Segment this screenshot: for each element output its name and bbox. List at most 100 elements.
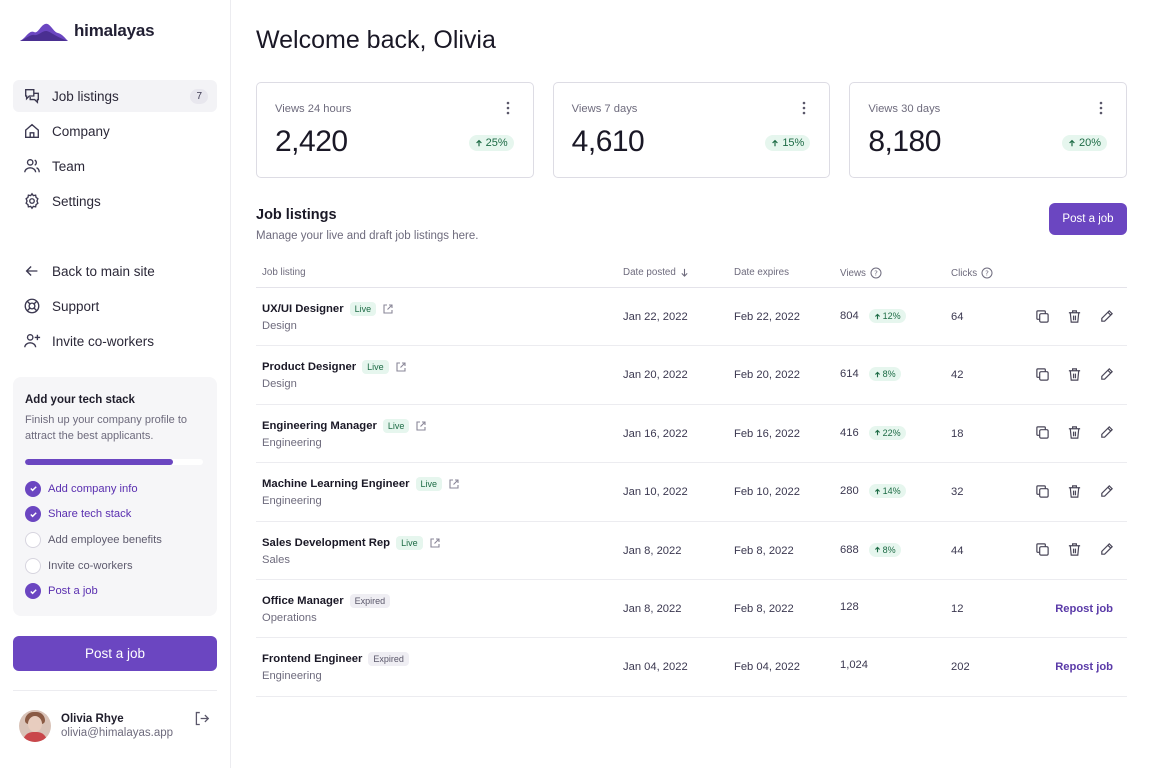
job-title-line: Product Designer Live <box>262 360 407 375</box>
job-title[interactable]: Product Designer <box>262 361 357 374</box>
job-department: Sales <box>262 553 290 566</box>
job-department: Engineering <box>262 436 322 449</box>
edit-icon[interactable] <box>1098 542 1114 558</box>
logout-icon[interactable] <box>193 710 210 732</box>
row-actions <box>1034 425 1114 441</box>
views-change-badge: 14% <box>868 484 906 499</box>
trash-icon[interactable] <box>1066 308 1082 324</box>
external-link-icon[interactable] <box>448 478 460 490</box>
status-badge: Live <box>349 302 377 316</box>
sidebar-item-label: Settings <box>52 193 101 209</box>
views-count: 280 <box>840 485 859 498</box>
job-title[interactable]: Office Manager <box>262 594 344 607</box>
job-department: Engineering <box>262 495 322 508</box>
copy-icon[interactable] <box>1034 483 1050 499</box>
table-row[interactable]: Engineering Manager Live Engineering Jan 16… <box>256 405 1127 464</box>
table-row[interactable]: Frontend Engineer Expired Engineering Jan 0… <box>256 638 1127 697</box>
change-badge: 25% <box>468 135 514 151</box>
job-title[interactable]: Engineering Manager <box>262 419 377 432</box>
copy-icon[interactable] <box>1034 366 1050 382</box>
more-vertical-icon[interactable] <box>802 101 806 120</box>
sidebar-item-label: Support <box>52 298 100 314</box>
edit-icon[interactable] <box>1098 483 1114 499</box>
clicks-count: 202 <box>951 661 970 674</box>
table-row[interactable]: UX/UI Designer Live Design Jan 22, 2022 Feb … <box>256 288 1127 347</box>
views-cell: 280 14% <box>840 484 906 499</box>
trash-icon[interactable] <box>1066 483 1082 499</box>
sidebar-item-support[interactable]: Support <box>13 290 217 322</box>
sidebar-item-company[interactable]: Company <box>13 115 217 147</box>
user-profile[interactable]: Olivia Rhye olivia@himalayas.app <box>19 710 173 742</box>
sidebar-item-back-to-main-site[interactable]: Back to main site <box>13 255 217 287</box>
external-link-icon[interactable] <box>415 420 427 432</box>
checklist-item[interactable]: Add company info <box>25 476 205 502</box>
more-vertical-icon[interactable] <box>506 101 510 120</box>
status-badge: Expired <box>349 593 391 608</box>
copy-icon[interactable] <box>1034 308 1050 324</box>
table-row[interactable]: Machine Learning Engineer Live Engineering… <box>256 463 1127 522</box>
date-expires: Feb 20, 2022 <box>734 369 800 382</box>
checklist-item[interactable]: Invite co-workers <box>25 553 205 579</box>
status-badge: Live <box>415 477 443 492</box>
table-row[interactable]: Office Manager Expired Operations Jan 8, 20… <box>256 580 1127 639</box>
sidebar-item-settings[interactable]: Settings <box>13 185 217 217</box>
sidebar-item-team[interactable]: Team <box>13 150 217 182</box>
clicks-count: 44 <box>951 544 964 557</box>
checklist-item[interactable]: Share tech stack <box>25 502 205 528</box>
checklist-item[interactable]: Post a job <box>25 578 205 604</box>
job-title-line: UX/UI Designer Live <box>262 302 394 316</box>
tech-stack-title: Add your tech stack <box>25 394 135 406</box>
sidebar-item-job-listings[interactable]: Job listings 7 <box>13 80 217 112</box>
external-link-icon[interactable] <box>395 361 407 373</box>
external-link-icon[interactable] <box>382 303 394 315</box>
checklist-item-label: Add company info <box>48 482 138 495</box>
post-job-sidebar-button[interactable]: Post a job <box>13 636 217 671</box>
table-row[interactable]: Product Designer Live Design Jan 20, 2022 Fe… <box>256 346 1127 405</box>
check-empty-icon <box>25 531 41 548</box>
job-title-line: Sales Development Rep Live <box>262 535 441 550</box>
checklist-item[interactable]: Add employee benefits <box>25 527 205 553</box>
post-job-button[interactable]: Post a job <box>1049 203 1127 235</box>
column-header-clicks[interactable]: Clicks? <box>951 267 993 279</box>
date-posted: Jan 10, 2022 <box>623 486 688 499</box>
svg-text:?: ? <box>985 270 989 278</box>
section-subtitle: Manage your live and draft job listings … <box>256 230 479 242</box>
column-header-date-posted[interactable]: Date posted <box>623 267 689 278</box>
job-title[interactable]: Sales Development Rep <box>262 536 391 549</box>
trash-icon[interactable] <box>1066 366 1082 382</box>
table-header: Job listing Date posted Date expires Vie… <box>256 258 1127 288</box>
views-count: 804 <box>840 310 859 322</box>
arrow-up-icon <box>874 429 880 436</box>
job-title[interactable]: Frontend Engineer <box>262 653 363 666</box>
external-link-icon[interactable] <box>429 537 441 549</box>
repost-job-link[interactable]: Repost job <box>1055 602 1113 615</box>
column-header-date-expires[interactable]: Date expires <box>734 267 789 278</box>
edit-icon[interactable] <box>1098 366 1114 382</box>
column-header-views[interactable]: Views? <box>840 267 882 279</box>
table-row[interactable]: Sales Development Rep Live Sales Jan 8, 202… <box>256 522 1127 580</box>
progress-fill <box>25 459 173 465</box>
user-email: olivia@himalayas.app <box>61 727 174 739</box>
trash-icon[interactable] <box>1066 542 1082 558</box>
sidebar-item-label: Company <box>52 123 110 139</box>
edit-icon[interactable] <box>1098 425 1114 441</box>
checklist-item-label: Invite co-workers <box>48 559 133 572</box>
job-department: Design <box>262 378 297 391</box>
repost-job-link[interactable]: Repost job <box>1055 661 1113 674</box>
logo[interactable]: himalayas <box>20 20 155 42</box>
mountain-logo-icon <box>20 23 68 41</box>
copy-icon[interactable] <box>1034 542 1050 558</box>
trash-icon[interactable] <box>1066 425 1082 441</box>
job-title[interactable]: Machine Learning Engineer <box>262 478 410 491</box>
more-vertical-icon[interactable] <box>1099 101 1103 120</box>
edit-icon[interactable] <box>1098 308 1114 324</box>
date-posted: Jan 20, 2022 <box>623 369 688 382</box>
views-change-badge: 8% <box>868 367 901 382</box>
sidebar-item-label: Invite co-workers <box>52 333 155 349</box>
job-title[interactable]: UX/UI Designer <box>262 303 344 315</box>
check-done-icon <box>25 583 41 600</box>
tech-stack-description: Finish up your company profile to attrac… <box>25 414 188 442</box>
sidebar-item-invite-co-workers[interactable]: Invite co-workers <box>13 325 217 357</box>
onboarding-checklist: Add company info Share tech stack Add em… <box>25 476 205 604</box>
copy-icon[interactable] <box>1034 425 1050 441</box>
